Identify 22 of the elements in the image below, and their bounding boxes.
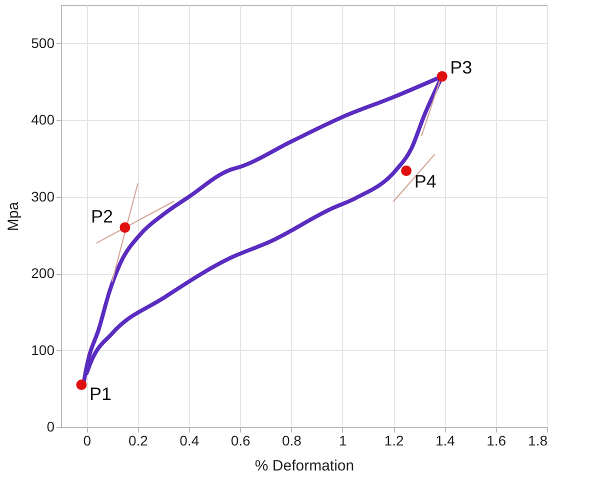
x-tick-label: 1.6 [486,432,506,448]
x-tick-label: 0.6 [230,432,250,448]
y-tick-label: 400 [31,112,55,128]
x-tick-label: 0 [83,432,92,448]
x-tick-label: 0.4 [180,432,200,448]
x-tick-label: 1.4 [435,432,456,448]
x-tick-label: 1 [338,432,347,448]
x-tick-label: 1.2 [384,432,404,448]
annotation: P2 [90,206,113,227]
x-tick-label: 0.8 [282,432,302,448]
y-tick-label: 500 [31,34,55,51]
y-tick-label: 0 [46,418,55,434]
x-tick-label: 1.8 [528,432,548,448]
y-axis-title: Mpa [5,201,22,232]
annotation: P4 [414,172,436,192]
y-tick-label: 100 [31,342,55,358]
y-tick-label: 300 [31,188,55,204]
x-tick-label: 0.2 [128,432,148,448]
annotation: P1 [89,384,112,404]
x-axis-title: % Deformation [254,458,354,474]
y-tick-label: 200 [31,265,55,282]
annotation: P3 [450,57,472,78]
